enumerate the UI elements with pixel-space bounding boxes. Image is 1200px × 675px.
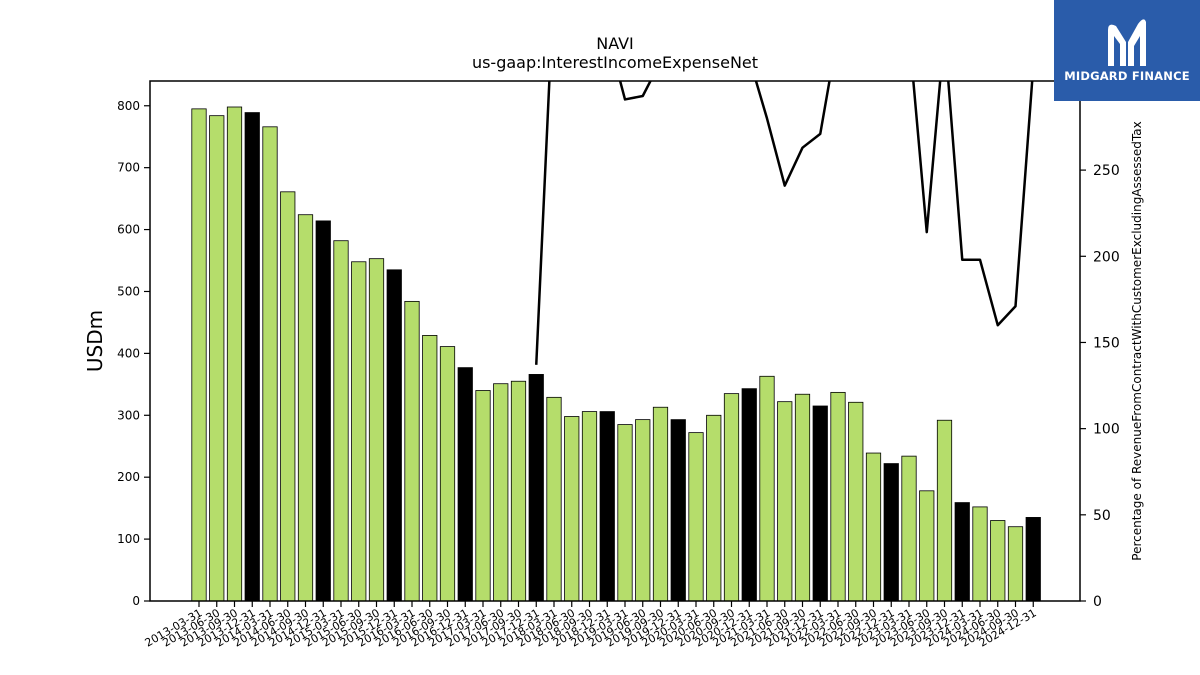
y2-tick-label-250: 250 bbox=[1093, 163, 1120, 179]
bar-2019-06-30 bbox=[635, 419, 651, 602]
bar-2021-12-31 bbox=[812, 405, 828, 602]
midgard-logo-icon bbox=[1108, 19, 1146, 67]
bar-2019-03-31 bbox=[617, 424, 633, 602]
bar-2016-12-31 bbox=[457, 367, 473, 602]
bar-2024-09-30 bbox=[1007, 526, 1024, 602]
y2-axis: 050100150200250300 bbox=[1080, 77, 1120, 610]
bar-2017-03-31 bbox=[475, 390, 491, 602]
brand-logo: MIDGARD FINANCE bbox=[1054, 0, 1200, 101]
y-tick-label-500: 500 bbox=[117, 284, 140, 298]
bar-2021-03-31 bbox=[759, 375, 775, 602]
bar-2013-06-30 bbox=[209, 115, 225, 602]
bar-2016-03-31 bbox=[404, 300, 420, 602]
y-tick-label-400: 400 bbox=[117, 346, 140, 360]
y2-tick-label-0: 0 bbox=[1093, 594, 1102, 610]
bar-2019-12-31 bbox=[670, 419, 686, 602]
bar-2020-09-30 bbox=[723, 393, 740, 602]
bar-2023-06-30 bbox=[919, 490, 935, 602]
bar-2023-12-31 bbox=[954, 502, 970, 602]
y2-tick-label-200: 200 bbox=[1093, 249, 1120, 265]
bar-2023-09-30 bbox=[936, 419, 953, 602]
chart-subtitle: us-gaap:InterestIncomeExpenseNet bbox=[472, 53, 758, 72]
bar-2021-09-30 bbox=[794, 393, 811, 602]
bar-2013-03-31 bbox=[191, 108, 207, 602]
bar-2017-06-30 bbox=[493, 383, 509, 602]
y2-tick-label-150: 150 bbox=[1093, 335, 1120, 351]
line-percentage-of-revenue bbox=[535, 81, 1034, 365]
bar-2024-06-30 bbox=[990, 520, 1006, 602]
bar-2018-06-30 bbox=[564, 416, 580, 602]
y-tick-label-700: 700 bbox=[117, 161, 140, 175]
bar-2016-09-30 bbox=[439, 346, 456, 602]
bar-2014-06-30 bbox=[280, 191, 296, 602]
bar-2014-03-31 bbox=[262, 126, 278, 602]
bar-2020-12-31 bbox=[741, 388, 757, 602]
y-tick-label-300: 300 bbox=[117, 408, 140, 422]
bar-2017-12-31 bbox=[528, 374, 544, 602]
bar-2022-06-30 bbox=[848, 401, 864, 602]
y-tick-label-800: 800 bbox=[117, 99, 140, 113]
bar-2022-12-31 bbox=[883, 463, 899, 602]
bar-2022-03-31 bbox=[830, 391, 846, 602]
bar-2022-09-30 bbox=[865, 452, 882, 602]
bar-series bbox=[191, 106, 1041, 602]
line-series bbox=[535, 81, 1034, 365]
bar-2019-09-30 bbox=[652, 406, 669, 602]
y-tick-label-100: 100 bbox=[117, 532, 140, 546]
bar-2014-12-31 bbox=[315, 220, 331, 602]
y-axis: 0 100 200 300 400 500 600 700 800 bbox=[117, 99, 150, 608]
y-tick-label-0: 0 bbox=[132, 594, 140, 608]
bar-2024-03-31 bbox=[972, 506, 988, 602]
bar-2020-03-31 bbox=[688, 432, 704, 602]
bar-2018-12-31 bbox=[599, 411, 615, 602]
brand-name: MIDGARD FINANCE bbox=[1064, 69, 1190, 83]
bar-2018-09-30 bbox=[581, 411, 598, 602]
bar-2014-09-30 bbox=[297, 214, 314, 602]
bar-2013-09-30 bbox=[226, 106, 243, 602]
bar-2023-03-31 bbox=[901, 455, 917, 602]
bar-2017-09-30 bbox=[510, 380, 527, 602]
y-axis-label: USDm bbox=[83, 310, 107, 372]
y2-tick-label-50: 50 bbox=[1093, 508, 1111, 524]
bar-2018-03-31 bbox=[546, 396, 562, 602]
bar-2020-06-30 bbox=[706, 414, 722, 602]
bar-2015-12-31 bbox=[386, 269, 402, 602]
y-tick-label-200: 200 bbox=[117, 470, 140, 484]
bar-2015-03-31 bbox=[333, 240, 349, 602]
y2-tick-label-100: 100 bbox=[1093, 422, 1120, 438]
bar-2024-12-31 bbox=[1025, 517, 1041, 602]
x-axis: 2013-03-312013-06-302013-09-302013-12-31… bbox=[143, 601, 1039, 650]
bar-2013-12-31 bbox=[244, 112, 260, 602]
bar-2016-06-30 bbox=[422, 335, 438, 602]
bar-2015-09-30 bbox=[368, 258, 385, 602]
plot-frame bbox=[149, 80, 1081, 602]
y-tick-label-600: 600 bbox=[117, 223, 140, 237]
y2-axis-label: Percentage of RevenueFromContractWithCus… bbox=[1130, 121, 1144, 560]
bar-2015-06-30 bbox=[351, 261, 367, 602]
bar-2021-06-30 bbox=[777, 401, 793, 602]
chart-title: NAVI bbox=[596, 34, 634, 53]
